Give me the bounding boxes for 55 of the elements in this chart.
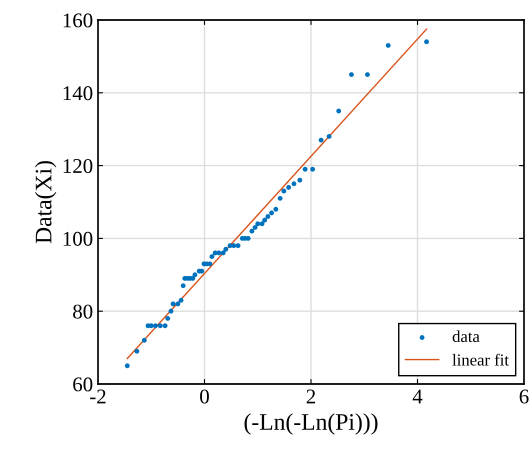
point [297,178,302,183]
y-axis-title: Data(Xi) [34,161,56,244]
point [175,302,180,306]
point [310,166,316,172]
point [165,316,170,321]
point [292,181,296,186]
point [302,166,308,172]
point [178,298,184,303]
y-tick-label: 100 [64,232,92,246]
point [273,206,278,212]
x-tick-label: 0 [200,389,209,404]
y-tick-label: 80 [73,304,92,319]
legend-label: data [452,330,480,342]
y-tick-label: 160 [64,13,92,28]
point [252,225,258,230]
point [365,72,370,78]
point [249,228,254,234]
point [170,302,176,306]
point [223,246,228,252]
x-tick-label: 2 [306,390,316,404]
point [142,338,147,343]
y-tick-label: 60 [73,377,92,392]
point [236,243,240,248]
legend-label: linear fit [452,354,509,366]
point [286,185,292,190]
y-tick-label: 140 [64,86,92,100]
x-tick-label: 6 [520,390,529,404]
point [192,272,198,278]
point [265,214,270,219]
point [220,250,226,256]
point [231,243,236,248]
point [269,210,274,216]
point [349,72,354,78]
x-axis-title: (-Ln(-Ln(Pi))) [244,413,378,435]
point [386,43,391,48]
point [424,39,429,44]
point [318,138,324,143]
point [255,221,260,226]
point [326,134,332,139]
point [134,348,140,354]
point [260,221,264,226]
x-tick-label: 4 [412,390,422,404]
point [124,363,130,368]
point [278,196,283,201]
point [210,254,214,260]
point [281,188,286,194]
point [336,108,342,114]
point [162,323,168,328]
point [262,218,268,223]
x-tick-label: -2 [90,390,106,404]
point [168,308,174,314]
y-tick-label: 120 [64,158,92,174]
point [158,323,163,328]
point [153,323,158,328]
point [180,283,186,288]
